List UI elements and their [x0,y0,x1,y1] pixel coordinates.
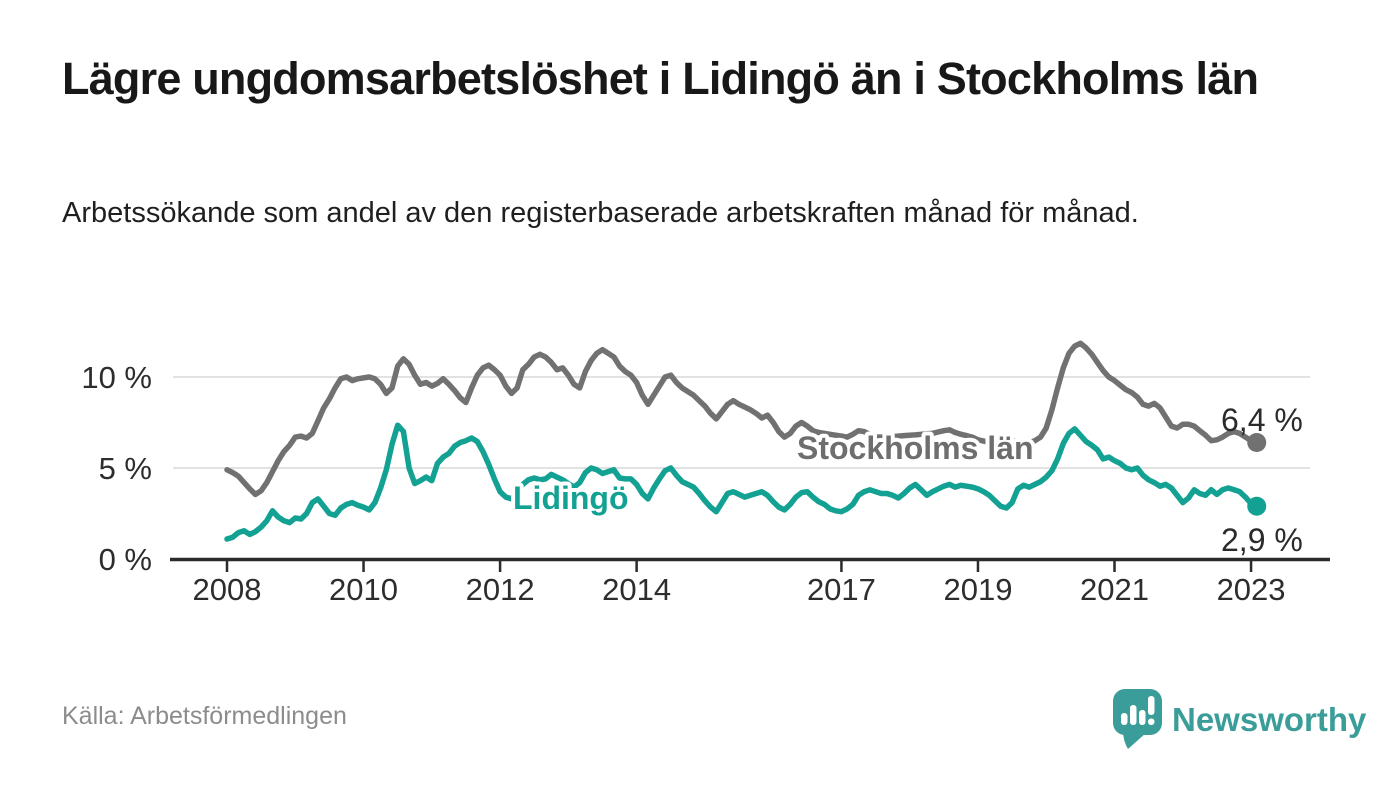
series-label-stockholms-lan: Stockholms län [797,430,1034,466]
axes: 0 % 5 % 10 % 2008 2010 2012 2014 2017 2019 2021 20… [81,360,1330,607]
brand-wordmark: Newsworthy [1172,701,1367,738]
exclamation-bar [1148,696,1155,715]
y-tick-label-5: 5 % [99,451,152,486]
source-note: Källa: Arbetsförmedlingen [62,702,347,730]
x-tick-label-2012: 2012 [466,572,535,607]
x-tick-label-2017: 2017 [807,572,876,607]
y-tick-label-10: 10 % [81,360,152,395]
brand-logo: Newsworthy [1113,689,1367,749]
x-tick-label-2008: 2008 [193,572,262,607]
line-lidingo [224,422,1260,542]
end-value-lidingo: 2,9 % [1221,522,1303,558]
chart-subtitle: Arbetssökande som andel av den registerb… [62,197,1139,229]
page-title: Lägre ungdomsarbetslöshet i Lidingö än i… [62,53,1259,104]
speech-bubble-tail [1123,730,1146,749]
bar-chart-bar-2 [1130,705,1137,725]
line-stockholms-lan [224,340,1260,498]
x-tick-label-2019: 2019 [943,572,1012,607]
x-tick-label-2014: 2014 [602,572,671,607]
x-tick-label-2023: 2023 [1217,572,1286,607]
newsworthy-speech-bubble-icon [1113,689,1162,749]
x-tick-label-2021: 2021 [1080,572,1149,607]
gridlines [173,376,1310,469]
exclamation-dot [1148,718,1155,725]
series-lines [224,340,1267,542]
end-dot-stockholms-lan [1247,433,1267,453]
x-tick-label-2010: 2010 [329,572,398,607]
y-tick-label-0: 0 % [99,542,152,577]
end-dot-lidingo [1247,496,1267,516]
bar-chart-bar-1 [1121,713,1128,725]
end-value-stockholms-lan: 6,4 % [1221,402,1303,438]
bar-chart-bar-3 [1139,710,1146,725]
series-label-lidingo: Lidingö [513,480,629,516]
